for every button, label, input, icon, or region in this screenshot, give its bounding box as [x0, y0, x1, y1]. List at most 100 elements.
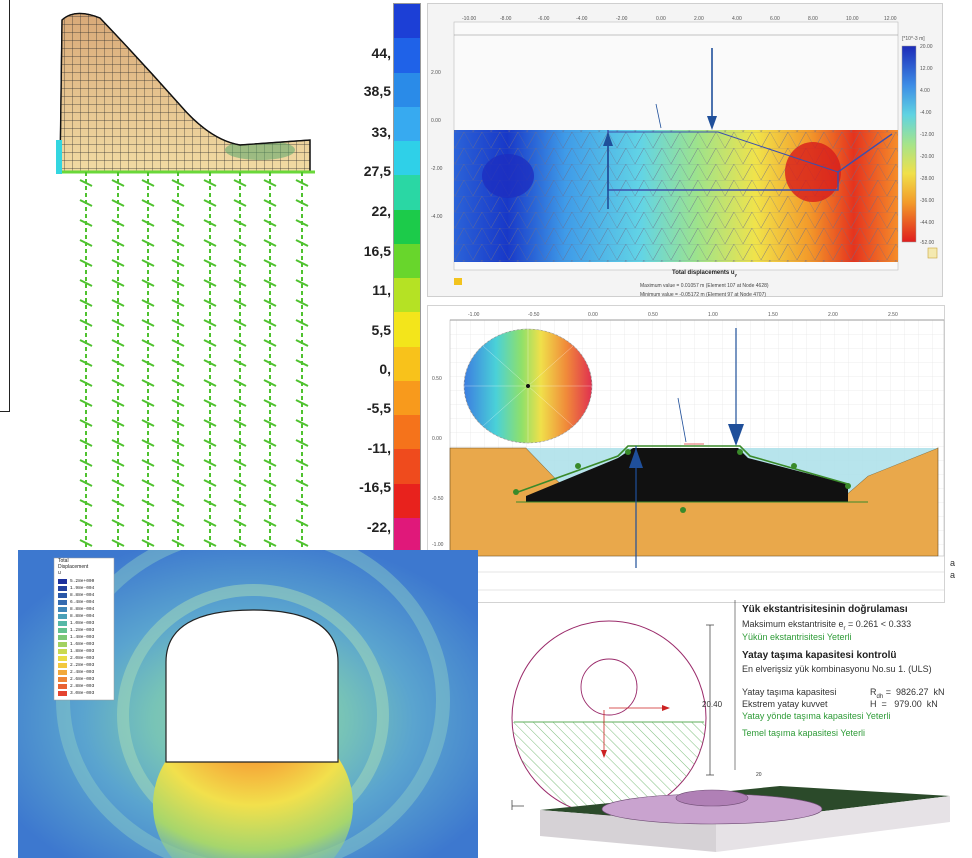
y-tick-label: 0.00 — [431, 118, 441, 124]
plate-label: 20 — [756, 772, 762, 778]
tunnel-legend-row: 1.48e-003 — [58, 634, 138, 640]
colorbar-tick: -12.00 — [920, 132, 935, 138]
legend-swatch — [58, 662, 67, 668]
legend-swatch — [58, 669, 67, 675]
legend-label: -11, — [367, 440, 391, 456]
x-tick-label: -4.00 — [576, 16, 588, 22]
legend-value: 1.28e-003 — [70, 627, 95, 633]
y-tick-label: 0.50 — [432, 376, 442, 382]
tunnel-legend-row: 8.88e-004 — [58, 606, 138, 612]
legend-band — [394, 380, 420, 417]
x-tick-label: 2.00 — [828, 312, 838, 318]
legend-label: -5,5 — [366, 400, 391, 416]
side-letter: a — [950, 570, 956, 580]
legend-swatch — [58, 585, 67, 591]
legend-swatch — [58, 592, 67, 598]
legend-band — [394, 209, 420, 245]
tunnel-legend-row: 1.28e-003 — [58, 627, 138, 633]
legend-swatch — [58, 599, 67, 605]
legend-swatch — [58, 655, 67, 661]
horizontal-check-title: Yatay taşıma kapasitesi kontrolü — [742, 650, 897, 661]
legend-color-bar — [393, 3, 421, 554]
dam-mesh-figure — [56, 12, 315, 552]
min-value-note: Minimum value = -0.05172 m (Element 97 a… — [640, 292, 767, 298]
dimension-label: 20.40 — [702, 700, 723, 709]
max-eccentricity: Maksimum ekstantrisite er = 0.261 < 0.33… — [742, 619, 912, 632]
displacement-plot-panel: -10.00 -8.00 -6.00 -4.00 -2.00 0.00 2.00… — [427, 3, 943, 298]
legend-label: 38,5 — [363, 83, 391, 99]
plot-title: Total displacements uy — [672, 270, 737, 278]
legend-label: 44, — [371, 45, 391, 61]
legend-band — [394, 278, 420, 314]
foundation-model — [449, 319, 945, 591]
legend-value: 1.48e-003 — [70, 634, 95, 640]
eccentricity-heading: Yük ekstantrisitesinin doğrulaması — [742, 604, 908, 615]
legend-band — [394, 483, 420, 519]
x-tick-label: 1.50 — [768, 312, 778, 318]
bearing-capacity-panel: Yük ekstantrisitesinin doğrulaması Maksi… — [480, 600, 972, 858]
tunnel-legend-row: 6.48e-004 — [58, 599, 138, 605]
legend-swatch — [58, 634, 67, 640]
legend-band — [394, 72, 420, 108]
max-value-note: Maximum value = 0.01057 m (Element 107 a… — [640, 283, 769, 289]
foundation-model-panel: -1.00 -0.50 0.00 0.50 1.00 1.50 2.00 2.5… — [427, 305, 945, 603]
displacement-plot — [453, 21, 938, 285]
legend-band — [394, 38, 420, 74]
legend-value: 1.88e-003 — [70, 648, 95, 654]
extreme-force-value: H = 979.00 kN — [870, 699, 938, 709]
legend-label: 0, — [379, 361, 391, 377]
tunnel-legend-row: 2.08e-003 — [58, 655, 138, 661]
colorbar-tick: -20.00 — [920, 154, 935, 160]
legend-value: 8.88e-004 — [70, 606, 95, 612]
x-tick-label: 2.50 — [888, 312, 898, 318]
y-tick-label: -1.00 — [432, 542, 444, 548]
legend-band — [394, 346, 420, 382]
legend-swatch — [58, 641, 67, 647]
legend-band — [394, 415, 420, 451]
tunnel-legend-row: 2.88e-003 — [58, 683, 138, 689]
x-tick-label: 1.00 — [708, 312, 718, 318]
legend-band — [394, 449, 420, 485]
worst-combination: En elverişsiz yük kombinasyonu No.su 1. … — [742, 664, 932, 674]
x-tick-label: 4.00 — [732, 16, 742, 22]
colorbar-tick: 20.00 — [920, 44, 933, 50]
legend-swatch — [58, 627, 67, 633]
legend-band — [394, 106, 420, 143]
legend-label: -22, — [366, 519, 391, 535]
side-letter: a — [950, 558, 956, 568]
legend-label: 5,5 — [371, 322, 391, 338]
legend-value: 5.28e+000 — [70, 578, 95, 584]
dam-body — [59, 12, 311, 173]
legend-label: 33, — [371, 124, 391, 140]
eccentricity-ok: Yükün ekstantrisitesi Yeterli — [742, 632, 852, 642]
x-tick-label: 2.00 — [694, 16, 704, 22]
legend-value: 1.08e-003 — [70, 620, 95, 626]
x-tick-label: 0.00 — [588, 312, 598, 318]
tunnel-contour — [18, 550, 478, 858]
embankment-body — [526, 448, 848, 502]
legend-band — [394, 141, 420, 177]
x-tick-label: -0.50 — [528, 312, 540, 318]
x-tick-label: 0.50 — [648, 312, 658, 318]
tunnel-legend-row: 8.88e-004 — [58, 592, 138, 598]
legend-swatch — [58, 578, 67, 584]
legend-labels: 44, 38,5 33, 27,5 22, 16,5 11, 5,5 0, -5… — [340, 0, 395, 560]
tunnel-legend-title: Total Displacement u — [58, 558, 89, 576]
colorbar-unit: [*10^-3 m] — [902, 36, 925, 42]
colorbar-tick: -28.00 — [920, 176, 935, 182]
tunnel-legend-row: 3.08e-003 — [58, 690, 138, 696]
colorbar-tick: -4.00 — [920, 110, 932, 116]
legend-band — [394, 517, 420, 554]
tunnel-legend-row: 2.48e-003 — [58, 669, 138, 675]
x-tick-label: 8.00 — [808, 16, 818, 22]
colorbar — [901, 45, 917, 243]
x-tick-label: 0.00 — [656, 16, 666, 22]
eccentricity-diagram — [511, 600, 950, 852]
x-tick-label: -8.00 — [500, 16, 512, 22]
legend-value: 1.98e-004 — [70, 585, 95, 591]
tunnel-legend-row: 2.28e-003 — [58, 662, 138, 668]
legend-value: 2.08e-003 — [70, 655, 95, 661]
y-tick-label: -2.00 — [431, 166, 443, 172]
horizontal-ok: Yatay yönde taşıma kapasitesi Yeterli — [742, 711, 891, 721]
legend-band — [394, 243, 420, 280]
